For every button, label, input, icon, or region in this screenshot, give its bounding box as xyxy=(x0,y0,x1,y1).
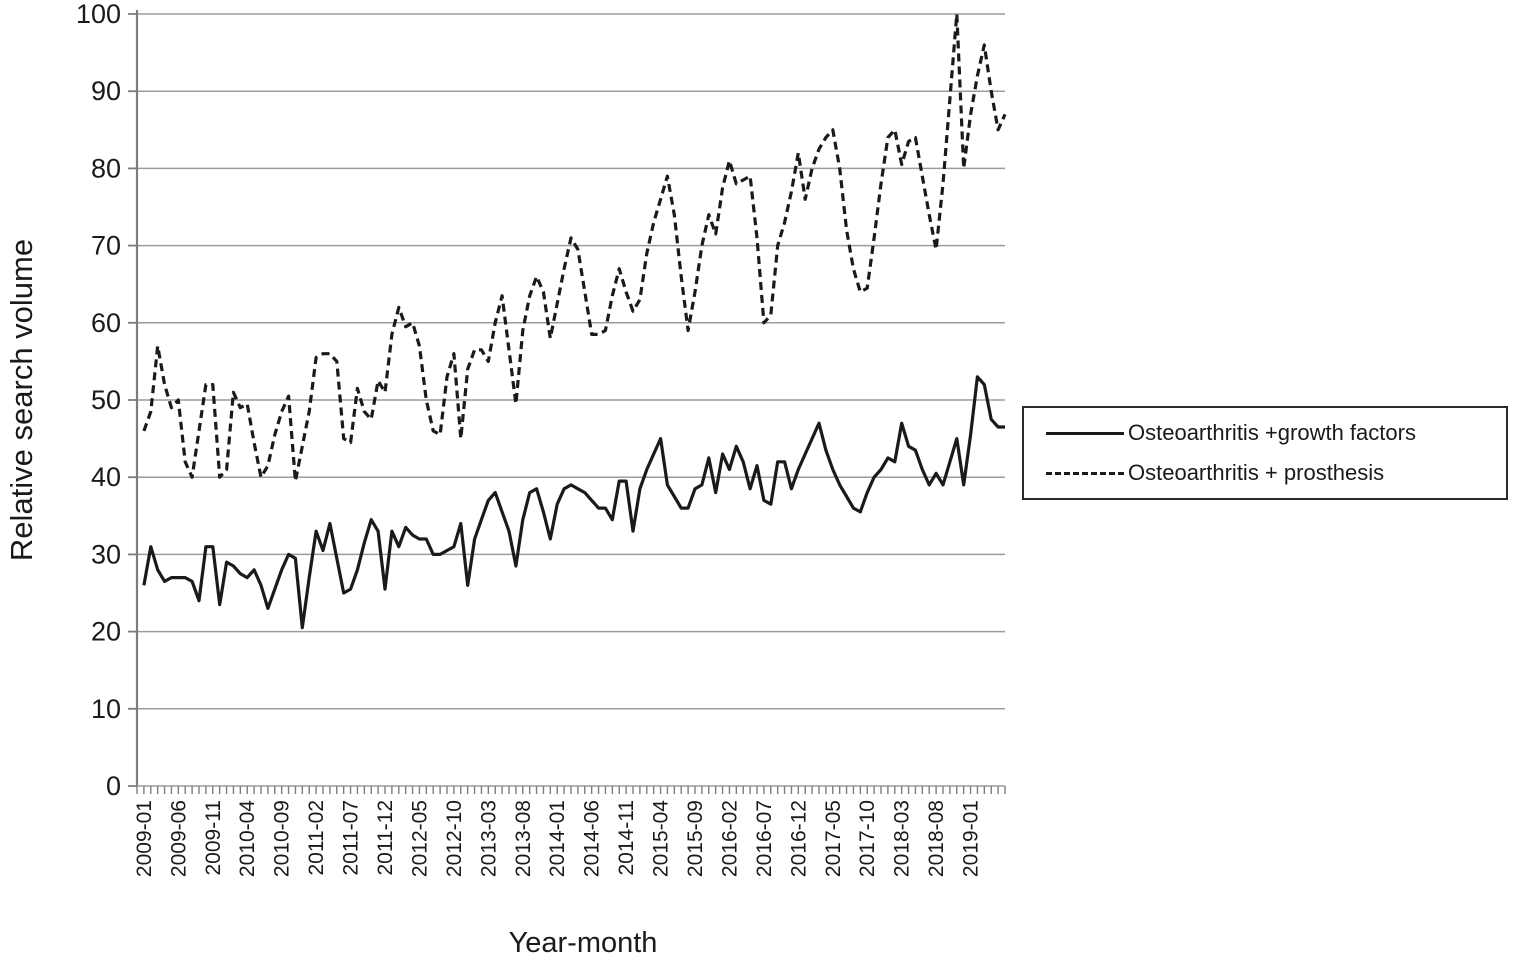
x-tick-label: 2012-10 xyxy=(443,800,466,877)
x-tick-label: 2013-03 xyxy=(477,800,500,877)
x-tick-label: 2013-08 xyxy=(512,800,535,877)
y-tick-label: 90 xyxy=(91,76,121,106)
x-tick-label: 2010-09 xyxy=(271,800,294,877)
y-tick-label: 20 xyxy=(91,617,121,647)
legend-item-growth-factors: Osteoarthritis +growth factors xyxy=(1046,420,1506,446)
x-tick-label: 2014-01 xyxy=(546,800,569,877)
x-tick-label: 2011-12 xyxy=(374,800,397,876)
legend-label-growth-factors: Osteoarthritis +growth factors xyxy=(1128,420,1416,445)
x-tick-label: 2014-11 xyxy=(615,800,638,876)
x-tick-label: 2016-07 xyxy=(753,800,776,877)
x-tick-label: 2016-12 xyxy=(787,800,810,877)
x-tick-label: 2016-02 xyxy=(718,800,741,877)
x-tick-label: 2009-06 xyxy=(167,800,190,877)
chart-legend: Osteoarthritis +growth factors Osteoarth… xyxy=(1022,406,1508,500)
y-tick-label: 40 xyxy=(91,462,121,492)
y-tick-label: 70 xyxy=(91,231,121,261)
x-tick-label: 2018-08 xyxy=(925,800,948,877)
x-tick-label: 2012-05 xyxy=(408,800,431,877)
x-tick-label: 2011-07 xyxy=(340,800,363,876)
x-tick-label: 2009-01 xyxy=(133,800,156,877)
x-tick-label: 2014-06 xyxy=(581,800,604,877)
x-tick-label: 2017-10 xyxy=(856,800,879,877)
x-tick-label: 2019-01 xyxy=(960,800,983,877)
y-tick-label: 100 xyxy=(76,0,121,29)
y-tick-label: 0 xyxy=(106,771,121,801)
y-tick-label: 10 xyxy=(91,694,121,724)
x-tick-label: 2010-04 xyxy=(236,800,259,877)
y-tick-label: 80 xyxy=(91,153,121,183)
x-tick-label: 2011-02 xyxy=(305,800,328,876)
x-tick-label: 2009-11 xyxy=(202,800,225,876)
y-axis-title: Relative search volume xyxy=(4,239,39,561)
x-tick-label: 2017-05 xyxy=(822,800,845,877)
solid-line-sample xyxy=(1046,431,1124,435)
x-tick-label: 2018-03 xyxy=(891,800,914,877)
legend-item-prosthesis: Osteoarthritis + prosthesis xyxy=(1046,460,1506,486)
dashed-line-sample xyxy=(1046,471,1124,475)
legend-label-prosthesis: Osteoarthritis + prosthesis xyxy=(1128,460,1385,485)
series-line-prosthesis xyxy=(142,12,1007,483)
x-tick-label: 2015-09 xyxy=(684,800,707,877)
x-tick-label: 2015-04 xyxy=(650,800,673,877)
x-axis-title: Year-month xyxy=(509,927,658,959)
y-tick-label: 60 xyxy=(91,308,121,338)
y-tick-label: 30 xyxy=(91,539,121,569)
y-tick-label: 50 xyxy=(91,385,121,415)
series-line-growth-factors xyxy=(142,375,1005,630)
